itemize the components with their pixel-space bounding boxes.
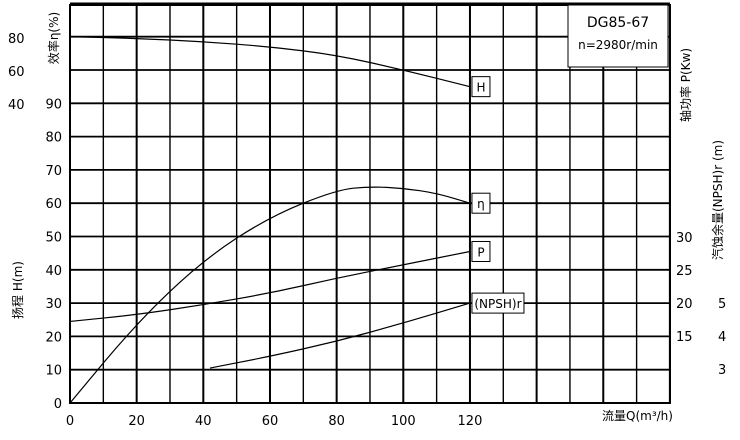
chart-subtitle: n=2980r/min [578,38,658,52]
head-tick-label: 40 [45,264,62,279]
curve-label: η [477,197,485,211]
x-tick-label: 80 [328,414,345,429]
npsh-tick-label: 15 [676,330,693,345]
x-tick-label: 20 [128,414,145,429]
tick-labels: 0 20 40 60 80 100 120 0 10 20 30 40 50 60 70 80 90 80 60 40… [8,32,726,429]
curve-label-box [471,76,491,98]
efficiency-tick-label: 80 [8,32,25,47]
curve-labels: Hη P (NPSH)r [471,76,525,314]
plot-border [69,4,671,404]
npsh-axis-label: 汽蚀余量(NPSH)r (m) [710,140,725,260]
curves [69,36,471,404]
head-tick-label: 80 [45,131,62,146]
curve-label: P [477,245,484,259]
series-line-P [69,250,471,323]
head-tick-label: 50 [45,231,62,246]
series-line-H [69,36,471,88]
title-box [567,4,669,68]
npsh-tick-label: 20 [676,297,693,312]
curve-label-box [471,192,491,214]
curve-label: H [476,81,485,95]
x-tick-label: 0 [66,414,74,429]
npsh-tick-label: 30 [676,231,693,246]
efficiency-tick-label: 40 [8,98,25,113]
npsh-outer-tick-label: 3 [718,363,726,378]
grid [69,2,671,404]
chart-title: DG85-67 [587,15,649,31]
x-tick-label: 60 [262,414,279,429]
head-tick-label: 10 [45,364,62,379]
efficiency-axis-label: 效率η(%) [46,12,61,64]
efficiency-tick-label: 60 [8,65,25,80]
x-tick-label: 40 [195,414,212,429]
x-tick-label: 120 [458,414,483,429]
head-axis-label: 扬程 H(m) [10,261,25,319]
series-line-(NPSH)r [209,302,471,369]
head-tick-label: 70 [45,164,62,179]
curve-label: (NPSH)r [474,297,521,311]
npsh-tick-label: 25 [676,264,693,279]
x-tick-label: 100 [391,414,416,429]
head-tick-label: 0 [54,397,62,412]
head-tick-label: 20 [45,330,62,345]
head-tick-label: 30 [45,297,62,312]
head-tick-label: 60 [45,197,62,212]
curve-label-box [471,292,525,314]
npsh-outer-tick-label: 4 [718,330,726,345]
head-tick-label: 90 [45,97,62,112]
x-axis-label: 流量Q(m³/h) [602,409,673,423]
curve-label-box [471,240,491,262]
power-axis-label: 轴功率 P(Kw) [678,48,693,122]
npsh-outer-tick-label: 5 [718,297,726,312]
series-line-η [69,186,471,404]
